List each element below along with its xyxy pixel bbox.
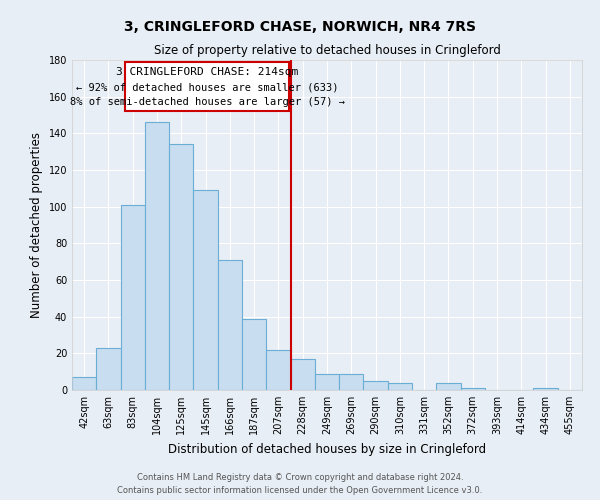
X-axis label: Distribution of detached houses by size in Cringleford: Distribution of detached houses by size … — [168, 442, 486, 456]
Bar — [436, 382, 461, 390]
FancyBboxPatch shape — [125, 62, 289, 112]
Bar — [388, 382, 412, 390]
Bar — [121, 205, 145, 390]
Title: Size of property relative to detached houses in Cringleford: Size of property relative to detached ho… — [154, 44, 500, 58]
Bar — [364, 381, 388, 390]
Bar — [193, 190, 218, 390]
Bar — [315, 374, 339, 390]
Bar — [461, 388, 485, 390]
Bar — [290, 359, 315, 390]
Text: 3, CRINGLEFORD CHASE, NORWICH, NR4 7RS: 3, CRINGLEFORD CHASE, NORWICH, NR4 7RS — [124, 20, 476, 34]
Text: 3 CRINGLEFORD CHASE: 214sqm: 3 CRINGLEFORD CHASE: 214sqm — [116, 68, 299, 78]
Bar — [72, 377, 96, 390]
Bar — [96, 348, 121, 390]
Text: 8% of semi-detached houses are larger (57) →: 8% of semi-detached houses are larger (5… — [70, 96, 345, 106]
Y-axis label: Number of detached properties: Number of detached properties — [30, 132, 43, 318]
Bar — [242, 318, 266, 390]
Bar — [339, 374, 364, 390]
Bar — [169, 144, 193, 390]
Bar — [145, 122, 169, 390]
Bar — [533, 388, 558, 390]
Bar — [266, 350, 290, 390]
Text: Contains HM Land Registry data © Crown copyright and database right 2024.
Contai: Contains HM Land Registry data © Crown c… — [118, 474, 482, 495]
Bar — [218, 260, 242, 390]
Text: ← 92% of detached houses are smaller (633): ← 92% of detached houses are smaller (63… — [76, 82, 338, 92]
